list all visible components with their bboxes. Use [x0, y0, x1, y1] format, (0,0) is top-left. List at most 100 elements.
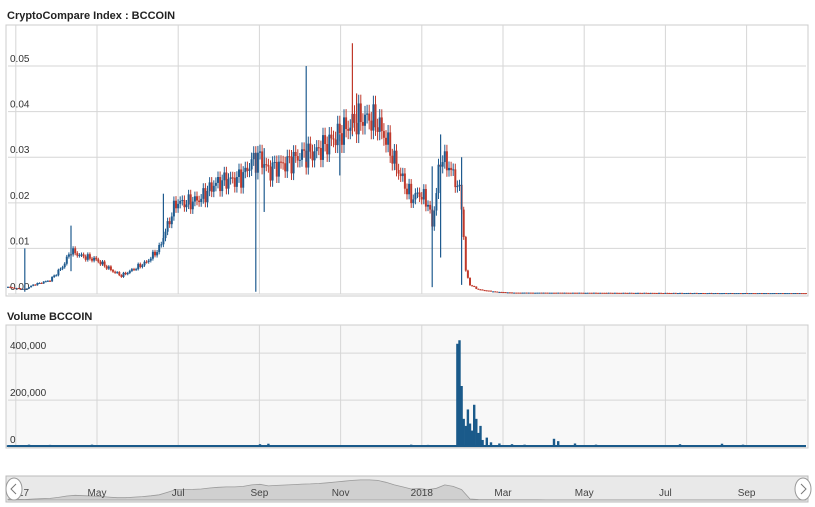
candle-body	[481, 289, 484, 291]
candle-body	[569, 292, 572, 294]
candle-body	[628, 292, 631, 294]
candle-body	[429, 204, 432, 210]
candle-body	[44, 281, 47, 283]
candle-body	[641, 292, 644, 294]
candle-body	[550, 292, 553, 294]
candle-body	[739, 293, 742, 295]
candle-body	[267, 164, 270, 167]
candle-body	[639, 292, 642, 294]
candle-body	[704, 293, 707, 295]
candle-body	[19, 288, 22, 290]
candle-body	[466, 270, 469, 278]
candle-body	[607, 292, 610, 294]
candle-body	[729, 293, 732, 295]
candle-body	[36, 283, 39, 286]
candle-body	[471, 285, 474, 287]
candle-body	[63, 263, 66, 268]
candle-body	[162, 238, 165, 245]
candle-body	[700, 293, 702, 295]
volume-bar	[481, 439, 484, 447]
candle-body	[107, 266, 110, 269]
candle-body	[116, 272, 119, 274]
candle-body	[502, 292, 505, 294]
candle-body	[666, 292, 669, 294]
candle-body	[259, 151, 261, 153]
candle-body	[269, 166, 272, 181]
candle-body	[788, 293, 791, 295]
candle-body	[280, 161, 282, 163]
candle-body	[452, 169, 455, 171]
volume-bar	[468, 423, 472, 447]
volume-yticks: 0 200,000 400,000	[10, 341, 47, 446]
candle-body	[317, 147, 320, 149]
candle-body	[710, 292, 713, 294]
candle-body	[494, 291, 497, 293]
candle-body	[691, 293, 694, 295]
chevron-right-icon[interactable]	[800, 483, 807, 495]
volume-bar	[300, 445, 304, 447]
candle-body	[420, 196, 423, 200]
candle-body	[246, 167, 249, 171]
x-tick-label: May	[575, 488, 594, 499]
candle-body	[57, 269, 60, 276]
candle-body	[622, 292, 625, 294]
candle-body	[170, 216, 173, 225]
candle-body	[584, 292, 587, 294]
candle-body	[410, 183, 413, 204]
candle-body	[124, 272, 127, 275]
chevron-left-icon[interactable]	[10, 483, 17, 495]
candle-body	[521, 292, 524, 294]
candle-body	[433, 210, 436, 227]
candle-body	[422, 188, 425, 200]
candle-body	[792, 293, 795, 295]
candle-body	[177, 203, 180, 209]
candle-body	[574, 292, 576, 294]
candle-body	[313, 151, 316, 161]
candle-body	[563, 292, 566, 294]
candle-body	[790, 293, 793, 295]
candle-body	[231, 177, 234, 179]
candle-body	[196, 196, 198, 201]
candle-body	[443, 151, 446, 163]
price-yticks: 0.00 0.01 0.02 0.03 0.04 0.05	[10, 54, 30, 293]
candle-body	[309, 143, 312, 152]
candle-body	[456, 185, 459, 188]
candle-body	[553, 292, 555, 294]
candle-body	[164, 231, 167, 239]
candle-body	[601, 292, 604, 294]
candle-body	[380, 117, 383, 132]
candle-body	[158, 244, 161, 253]
volume-bar	[552, 438, 556, 447]
candle-body	[261, 151, 264, 168]
candle-body	[282, 162, 285, 164]
candle-body	[343, 117, 345, 145]
candle-body	[464, 237, 467, 271]
candle-body	[61, 267, 64, 269]
candle-body	[55, 275, 58, 277]
navigator-right-handle[interactable]	[794, 477, 812, 501]
candle-body	[712, 293, 715, 295]
navigator-left-handle-shape[interactable]	[5, 477, 23, 501]
candle-body	[784, 293, 786, 295]
candle-body	[99, 261, 102, 265]
navigator-right-handle-shape[interactable]	[794, 477, 812, 501]
candle-body	[93, 257, 96, 261]
candle-body	[448, 167, 450, 171]
candle-body	[718, 293, 721, 295]
candle-body	[210, 182, 213, 192]
candle-body	[126, 272, 129, 275]
candle-body	[561, 292, 564, 294]
candle-body	[632, 292, 635, 294]
candle-body	[634, 292, 637, 294]
price-title: CryptoCompare Index : BCCOIN	[7, 10, 175, 22]
candle-body	[542, 292, 545, 294]
candle-body	[408, 183, 411, 195]
navigator-left-handle[interactable]	[5, 477, 23, 501]
candle-body	[485, 290, 488, 292]
candle-body	[582, 292, 585, 294]
candle-body	[25, 288, 28, 290]
candle-body	[693, 292, 696, 294]
candle-body	[277, 161, 280, 177]
candle-body	[229, 177, 232, 179]
candle-body	[193, 196, 196, 202]
